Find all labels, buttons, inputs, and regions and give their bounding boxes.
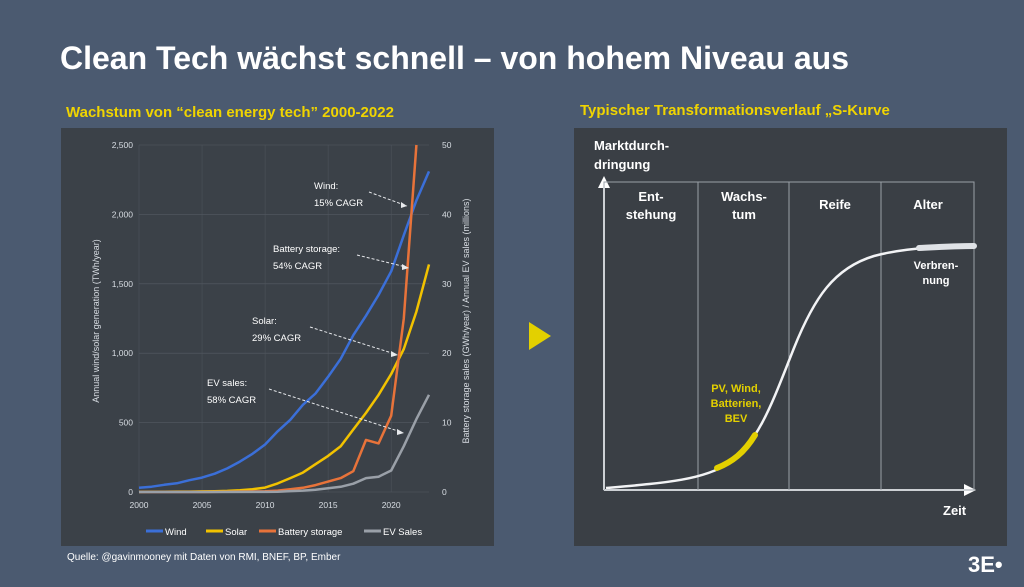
phase-label-entstehung-line1: Ent-: [638, 189, 663, 204]
annotation-wind-line1: Wind:: [314, 181, 338, 192]
phase-label-alter: Alter: [913, 197, 943, 212]
annotation-wind-line2: 15% CAGR: [314, 198, 363, 209]
source-note: Quelle: @gavinmooney mit Daten von RMI, …: [67, 552, 341, 563]
y2-tick-label: 50: [442, 140, 452, 150]
growth-tech-label-line3: BEV: [725, 413, 748, 425]
phase-label-wachstum-line1: Wachs-: [721, 189, 767, 204]
old-tech-label-line2: nung: [923, 275, 950, 287]
x-tick-label: 2010: [256, 500, 275, 510]
s-curve-highlight-growth: [714, 432, 758, 471]
annotation-battery-line2: 54% CAGR: [273, 261, 322, 272]
series-line-wind: [138, 170, 431, 489]
phase-label-wachstum-line2: tum: [732, 207, 756, 222]
growth-tech-label-line2: Batterien,: [711, 398, 762, 410]
brand-logo: 3E•: [968, 552, 1003, 578]
s-curve-ylabel-line2: dringung: [594, 157, 650, 172]
y2-tick-label: 10: [442, 418, 452, 428]
series-line-ev-sales: [139, 394, 431, 494]
growth-tech-label-line1: PV, Wind,: [711, 383, 761, 395]
growth-line-chart: 0 500 1,000 1,500 2,000 2,500 0 10 20 30 40 50 200…: [91, 140, 471, 538]
x-tick-label: 2005: [193, 500, 212, 510]
left-chart-subtitle: Wachstum von “clean energy tech” 2000-20…: [66, 104, 394, 121]
s-curve-xlabel: Zeit: [943, 503, 967, 518]
annotation-solar: Solar: 29% CAGR: [252, 316, 398, 357]
y2-axis-label: Battery storage sales (GWh/year) / Annua…: [461, 198, 471, 443]
s-curve-chart: Marktdurch- dringung Zeit Ent- stehung W…: [594, 138, 977, 518]
annotation-wind: Wind: 15% CAGR: [314, 181, 408, 209]
y-axis-label: Annual wind/solar generation (TWh/year): [91, 239, 101, 403]
y-tick-label: 0: [128, 487, 133, 497]
legend-label-battery: Battery storage: [278, 527, 342, 538]
annotation-solar-line2: 29% CAGR: [252, 333, 301, 344]
s-curve-highlight-old: [916, 243, 977, 251]
legend-label-ev: EV Sales: [383, 527, 422, 538]
x-tick-label: 2015: [319, 500, 338, 510]
old-tech-label-line1: Verbren-: [914, 260, 959, 272]
y2-tick-label: 30: [442, 279, 452, 289]
annotation-ev-line1: EV sales:: [207, 378, 247, 389]
y2-tick-label: 0: [442, 487, 447, 497]
legend-label-solar: Solar: [225, 527, 247, 538]
annotation-battery-line1: Battery storage:: [273, 244, 340, 255]
legend-label-wind: Wind: [165, 527, 187, 538]
y-tick-label: 2,500: [112, 140, 134, 150]
right-chart-subtitle: Typischer Transformationsverlauf „S-Kurv…: [580, 102, 890, 119]
y-tick-label: 2,000: [112, 209, 134, 219]
annotation-ev: EV sales: 58% CAGR: [207, 378, 404, 435]
y2-tick-label: 40: [442, 209, 452, 219]
annotation-solar-line1: Solar:: [252, 316, 277, 327]
chart-legend: Wind Solar Battery storage EV Sales: [146, 527, 422, 538]
brand-dot: •: [994, 552, 1003, 577]
s-curve-ylabel-line1: Marktdurch-: [594, 138, 669, 153]
y-tick-label: 500: [119, 418, 133, 428]
annotation-battery: Battery storage: 54% CAGR: [273, 244, 409, 272]
x-tick-label: 2020: [382, 500, 401, 510]
series-line-solar: [138, 264, 431, 494]
y-tick-label: 1,500: [112, 279, 134, 289]
slide-title: Clean Tech wächst schnell – von hohem Ni…: [60, 40, 849, 76]
y-tick-label: 1,000: [112, 348, 134, 358]
series-line-battery-storage: [139, 144, 418, 494]
s-curve-panel: Marktdurch- dringung Zeit Ent- stehung W…: [574, 128, 1007, 546]
annotation-ev-line2: 58% CAGR: [207, 395, 256, 406]
x-tick-label: 2000: [130, 500, 149, 510]
phase-label-entstehung-line2: stehung: [626, 207, 677, 222]
phase-label-reife: Reife: [819, 197, 851, 212]
brand-text: 3E: [968, 552, 995, 577]
s-curve-line: [605, 244, 977, 490]
y2-tick-label: 20: [442, 348, 452, 358]
growth-chart-panel: 0 500 1,000 1,500 2,000 2,500 0 10 20 30 40 50 200…: [61, 128, 494, 546]
transition-arrow-icon: [529, 322, 551, 350]
